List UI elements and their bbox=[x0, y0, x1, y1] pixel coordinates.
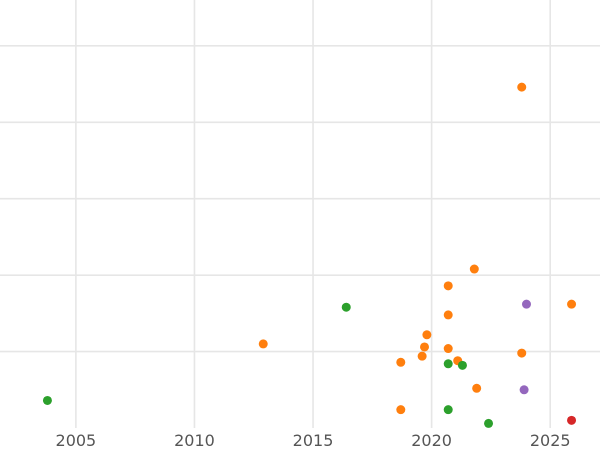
scatter-point bbox=[396, 405, 406, 415]
scatter-point bbox=[567, 415, 577, 425]
scatter-point bbox=[517, 348, 527, 358]
scatter-point bbox=[258, 339, 268, 349]
scatter-point bbox=[457, 360, 467, 370]
scatter-point bbox=[420, 342, 430, 352]
scatter-point bbox=[443, 344, 453, 354]
scatter-point bbox=[422, 330, 432, 340]
x-axis-ticks: 2005 2010 2015 2020 2025 bbox=[56, 431, 571, 450]
scatter-point bbox=[567, 299, 577, 309]
x-tick-label: 2015 bbox=[293, 431, 334, 450]
scatter-point bbox=[472, 383, 482, 393]
scatter-point bbox=[521, 299, 531, 309]
scatter-point bbox=[443, 281, 453, 291]
x-tick-label: 2010 bbox=[174, 431, 215, 450]
x-tick-label: 2005 bbox=[56, 431, 97, 450]
scatter-point bbox=[484, 418, 494, 428]
scatter-point bbox=[341, 302, 351, 312]
scatter-point bbox=[396, 357, 406, 367]
scatter-point bbox=[417, 351, 427, 361]
x-tick-label: 2025 bbox=[530, 431, 571, 450]
gridlines bbox=[0, 0, 600, 428]
scatter-point bbox=[443, 310, 453, 320]
scatter-point bbox=[469, 264, 479, 274]
scatter-point bbox=[519, 385, 529, 395]
x-tick-label: 2020 bbox=[411, 431, 452, 450]
scatter-point bbox=[42, 395, 52, 405]
scatter-point bbox=[443, 359, 453, 369]
scatter-point bbox=[517, 82, 527, 92]
data-points bbox=[42, 82, 577, 428]
scatter-point bbox=[443, 405, 453, 415]
